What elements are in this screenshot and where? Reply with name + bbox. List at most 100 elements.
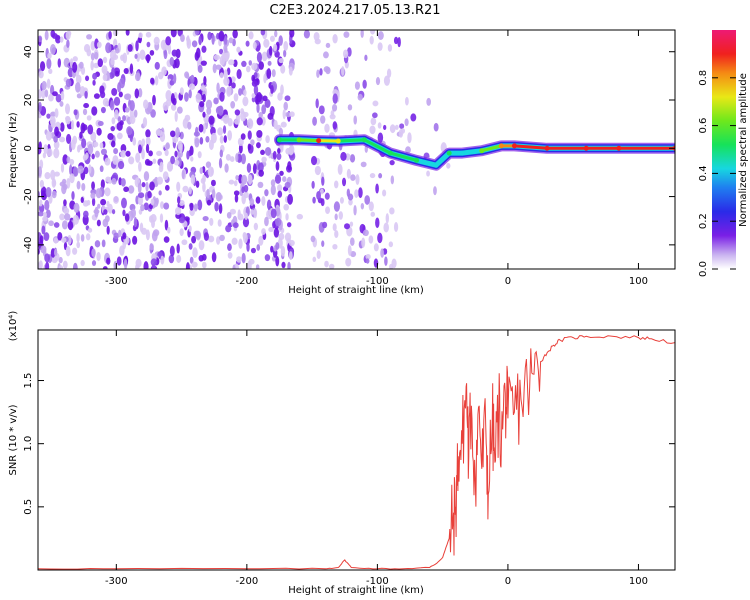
spectrogram-noise: [38, 30, 451, 269]
noise-blob: [377, 122, 382, 129]
colorbar-gradient: [712, 30, 736, 269]
noise-blob: [264, 99, 271, 108]
noise-blob: [52, 91, 58, 97]
noise-blob: [193, 131, 200, 137]
noise-blob: [250, 209, 255, 215]
noise-blob: [73, 166, 78, 177]
noise-blob: [314, 165, 321, 176]
noise-blob: [377, 42, 383, 51]
noise-blob: [319, 68, 323, 76]
noise-blob: [86, 48, 92, 57]
noise-blob: [311, 180, 315, 189]
signal-point: [433, 162, 439, 168]
noise-blob: [257, 162, 264, 173]
noise-blob: [80, 259, 85, 267]
noise-blob: [90, 60, 94, 71]
noise-blob: [50, 111, 57, 117]
noise-blob: [40, 190, 48, 201]
noise-blob: [333, 201, 340, 212]
noise-blob: [342, 49, 349, 59]
signal-point: [583, 145, 589, 151]
noise-blob: [321, 240, 325, 247]
noise-blob: [216, 82, 220, 94]
noise-blob: [280, 84, 284, 96]
y-tick-label: 0.5: [23, 499, 34, 515]
noise-blob: [377, 31, 384, 40]
noise-blob: [375, 217, 380, 229]
noise-blob: [377, 232, 383, 244]
noise-blob: [360, 202, 365, 210]
noise-blob: [126, 126, 133, 136]
noise-blob: [316, 190, 321, 200]
noise-blob: [129, 133, 134, 143]
noise-blob: [77, 165, 84, 174]
colorbar-ticks: 0.0 0.2 0.4 0.6 0.8: [698, 70, 736, 277]
noise-blob: [211, 33, 215, 45]
noise-blob: [227, 252, 233, 259]
noise-blob: [318, 105, 325, 115]
y-tick-label: 0: [23, 145, 34, 151]
noise-blob: [168, 254, 175, 264]
noise-blob: [184, 114, 191, 122]
noise-blob: [325, 42, 331, 48]
noise-blob: [278, 232, 285, 241]
noise-blob: [102, 56, 108, 64]
signal-core: [388, 151, 419, 162]
signal-core: [480, 144, 503, 153]
noise-blob: [364, 54, 368, 61]
noise-blob: [188, 243, 193, 250]
noise-blob: [389, 124, 396, 134]
noise-blob: [266, 209, 272, 220]
x-tick-label: 0: [505, 576, 511, 587]
noise-blob: [241, 60, 247, 67]
noise-blob: [334, 230, 339, 239]
noise-blob: [177, 140, 183, 151]
noise-blob: [262, 95, 268, 102]
noise-blob: [242, 232, 247, 239]
noise-blob: [94, 150, 100, 158]
noise-blob: [65, 116, 71, 125]
y-tick-label: 20: [23, 94, 34, 107]
y-tick-label: -20: [23, 188, 34, 204]
noise-blob: [111, 209, 116, 215]
noise-blob: [334, 180, 339, 189]
noise-blob: [80, 196, 84, 204]
noise-blob: [373, 243, 379, 252]
noise-blob: [190, 74, 195, 84]
noise-blob: [263, 38, 270, 48]
noise-blob: [105, 176, 111, 183]
noise-blob: [124, 93, 132, 100]
noise-blob: [100, 198, 107, 206]
noise-blob: [143, 171, 150, 181]
noise-blob: [222, 114, 230, 125]
noise-blob: [354, 81, 360, 90]
noise-blob: [63, 207, 70, 215]
noise-blob: [72, 61, 78, 73]
colorbar-tick-label: 0.4: [698, 165, 709, 181]
noise-blob: [87, 227, 93, 233]
noise-blob: [215, 64, 222, 70]
noise-blob: [100, 106, 106, 114]
noise-blob: [86, 115, 92, 121]
noise-blob: [426, 170, 430, 177]
noise-blob: [219, 72, 224, 79]
noise-blob: [120, 178, 126, 187]
noise-blob: [312, 116, 317, 126]
noise-blob: [253, 222, 259, 231]
noise-blob: [201, 45, 207, 53]
noise-blob: [145, 129, 151, 138]
noise-blob: [138, 88, 143, 98]
noise-blob: [228, 59, 235, 66]
noise-blob: [232, 30, 238, 39]
noise-blob: [185, 262, 190, 269]
colorbar-tick-label: 0.0: [698, 261, 709, 277]
noise-blob: [188, 225, 192, 232]
noise-blob: [342, 177, 347, 187]
noise-blob: [199, 100, 205, 108]
noise-blob: [150, 258, 157, 267]
noise-blob: [110, 58, 115, 66]
signal-point: [335, 138, 341, 144]
noise-blob: [250, 139, 255, 146]
noise-blob: [146, 53, 150, 64]
noise-blob: [107, 132, 114, 141]
